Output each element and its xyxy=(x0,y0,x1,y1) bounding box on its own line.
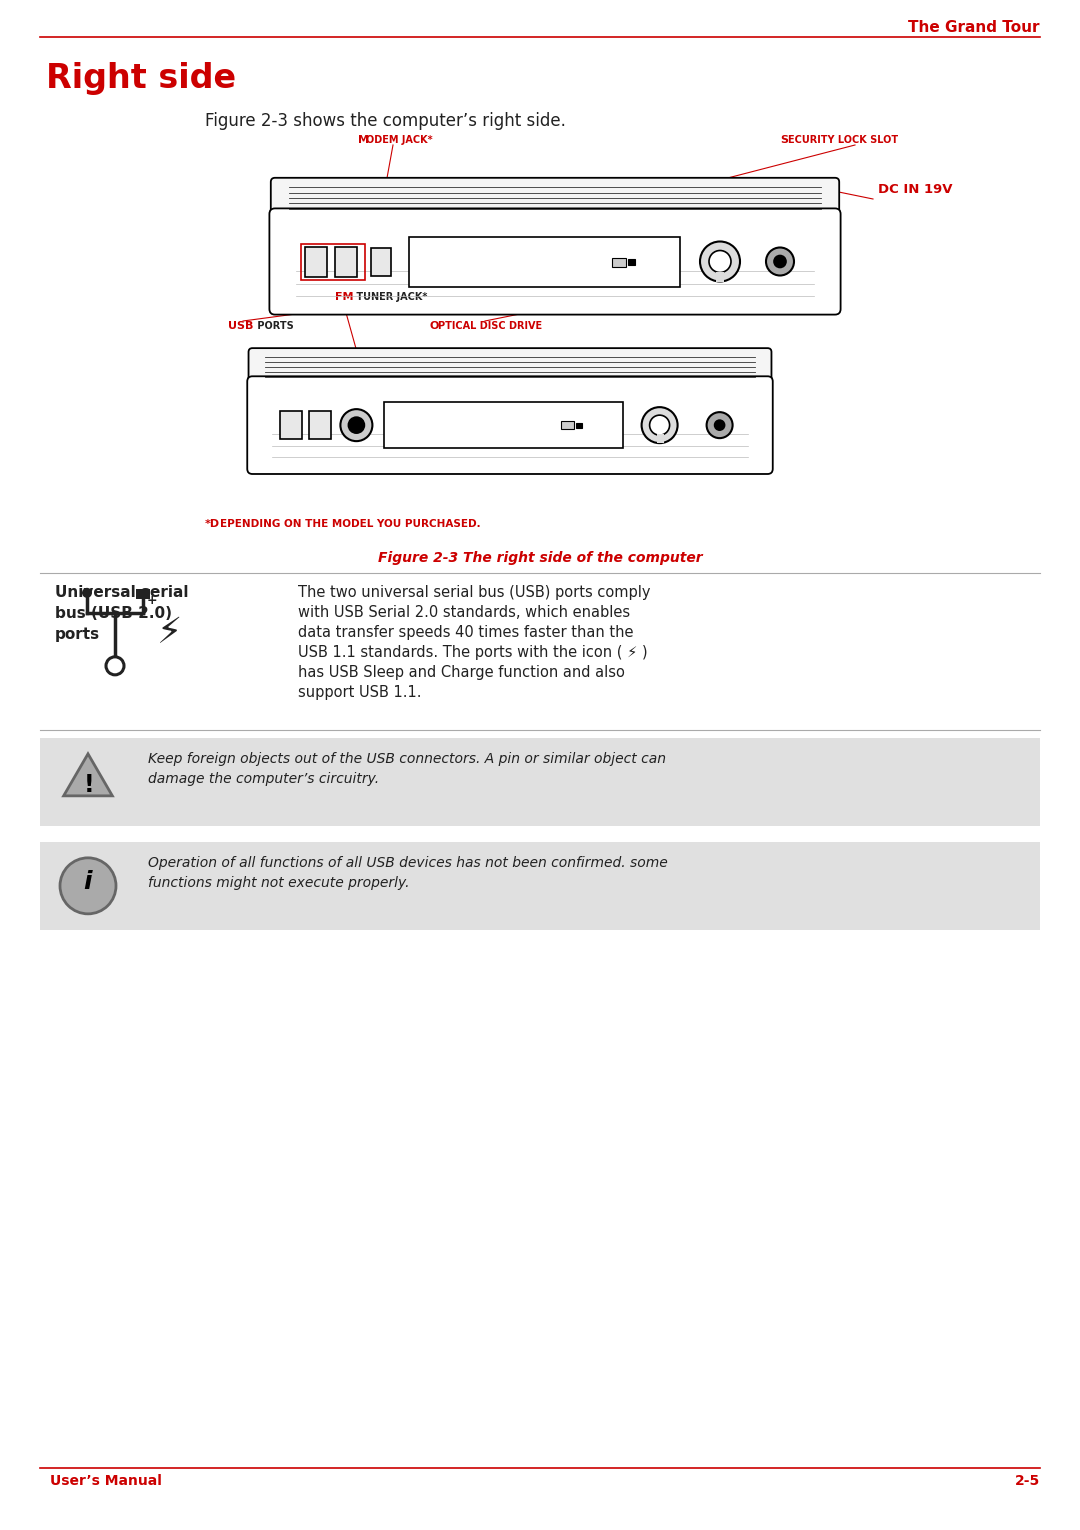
Text: +: + xyxy=(147,594,158,607)
Bar xyxy=(576,424,582,428)
Text: M: M xyxy=(357,135,369,145)
Circle shape xyxy=(60,858,116,913)
Bar xyxy=(305,246,327,277)
Text: ECURITY LOCK SLOT: ECURITY LOCK SLOT xyxy=(788,135,899,145)
Bar xyxy=(657,435,663,444)
Text: USB 1.1 standards. The ports with the icon ( ⚡ ): USB 1.1 standards. The ports with the ic… xyxy=(298,644,648,659)
Circle shape xyxy=(349,418,364,433)
Bar xyxy=(136,589,150,598)
Text: support USB 1.1.: support USB 1.1. xyxy=(298,685,421,699)
Bar xyxy=(281,412,302,439)
Text: The two universal serial bus (USB) ports comply: The two universal serial bus (USB) ports… xyxy=(298,584,650,600)
Circle shape xyxy=(106,656,124,675)
Text: Universal serial
bus (USB 2.0)
ports: Universal serial bus (USB 2.0) ports xyxy=(55,584,189,643)
Text: ODEM JACK*: ODEM JACK* xyxy=(366,135,433,145)
Text: Figure 2-3 The right side of the computer: Figure 2-3 The right side of the compute… xyxy=(378,551,702,565)
Text: FM: FM xyxy=(335,292,353,301)
FancyBboxPatch shape xyxy=(248,349,771,386)
Bar xyxy=(309,412,332,439)
Text: Right side: Right side xyxy=(46,63,237,95)
Text: PORTS: PORTS xyxy=(254,321,294,330)
Circle shape xyxy=(700,242,740,282)
Text: TUNER JACK*: TUNER JACK* xyxy=(353,292,428,301)
Text: User’s Manual: User’s Manual xyxy=(50,1473,162,1489)
Bar xyxy=(384,402,622,448)
Circle shape xyxy=(649,415,670,435)
Text: functions might not execute properly.: functions might not execute properly. xyxy=(148,875,409,890)
Text: Keep foreign objects out of the USB connectors. A pin or similar object can: Keep foreign objects out of the USB conn… xyxy=(148,751,666,767)
Text: has USB Sleep and Charge function and also: has USB Sleep and Charge function and al… xyxy=(298,666,625,679)
Bar xyxy=(335,246,357,277)
FancyBboxPatch shape xyxy=(247,376,773,474)
Text: with USB Serial 2.0 standards, which enables: with USB Serial 2.0 standards, which ena… xyxy=(298,604,630,620)
Bar xyxy=(716,271,724,282)
Text: Operation of all functions of all USB devices has not been confirmed. some: Operation of all functions of all USB de… xyxy=(148,855,667,871)
Text: EPENDING ON THE MODEL YOU PURCHASED.: EPENDING ON THE MODEL YOU PURCHASED. xyxy=(220,519,481,529)
Circle shape xyxy=(340,409,373,441)
Circle shape xyxy=(774,256,786,268)
Bar xyxy=(372,248,391,275)
Text: S: S xyxy=(780,135,788,145)
Bar xyxy=(561,421,573,428)
Text: ⚡: ⚡ xyxy=(157,617,183,650)
Bar xyxy=(629,259,635,265)
Circle shape xyxy=(82,588,92,598)
Text: O: O xyxy=(430,321,440,330)
Text: DC IN 19V: DC IN 19V xyxy=(878,184,953,196)
Bar xyxy=(301,243,365,280)
Text: USB: USB xyxy=(228,321,254,330)
Bar xyxy=(40,737,1040,826)
Text: data transfer speeds 40 times faster than the: data transfer speeds 40 times faster tha… xyxy=(298,624,634,640)
FancyBboxPatch shape xyxy=(271,177,839,219)
Bar xyxy=(409,237,680,286)
Polygon shape xyxy=(64,754,112,796)
Text: i: i xyxy=(83,871,92,894)
FancyBboxPatch shape xyxy=(269,208,840,315)
Circle shape xyxy=(715,421,725,430)
Text: The Grand Tour: The Grand Tour xyxy=(908,20,1040,35)
Circle shape xyxy=(766,248,794,275)
Text: Figure 2-3 shows the computer’s right side.: Figure 2-3 shows the computer’s right si… xyxy=(205,112,566,130)
Text: PTICAL DISC DRIVE: PTICAL DISC DRIVE xyxy=(438,321,542,330)
Bar xyxy=(40,842,1040,930)
Circle shape xyxy=(642,407,677,444)
Circle shape xyxy=(708,251,731,272)
Text: damage the computer’s circuitry.: damage the computer’s circuitry. xyxy=(148,771,379,786)
Text: !: ! xyxy=(83,773,94,797)
Text: 2-5: 2-5 xyxy=(1015,1473,1040,1489)
Circle shape xyxy=(706,412,732,438)
Bar xyxy=(612,257,626,266)
Text: *D: *D xyxy=(205,519,220,529)
